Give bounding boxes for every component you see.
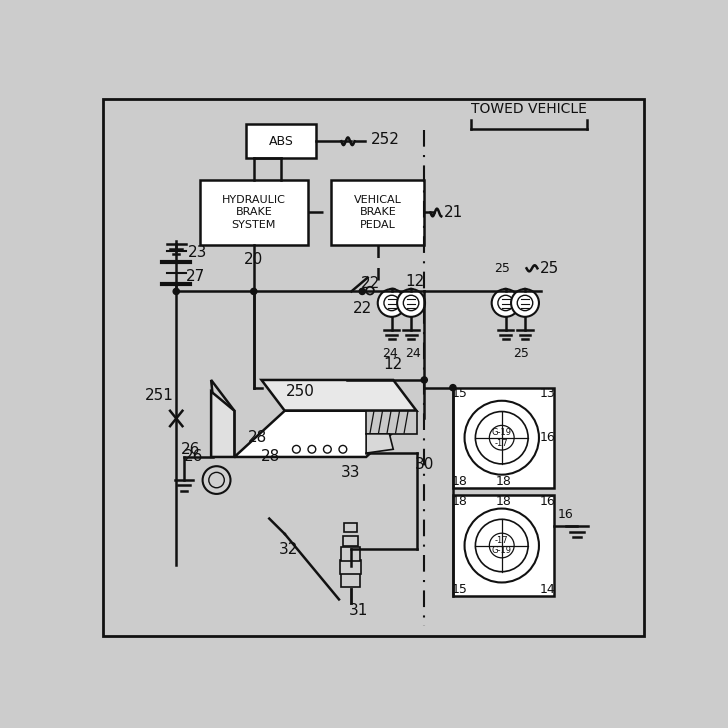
Text: 15: 15 — [451, 583, 467, 596]
Text: 25: 25 — [494, 262, 510, 274]
Bar — [341, 573, 360, 587]
Circle shape — [389, 288, 395, 295]
Text: 14: 14 — [539, 583, 555, 596]
Circle shape — [522, 288, 528, 295]
Circle shape — [464, 509, 539, 582]
Text: 31: 31 — [349, 604, 368, 619]
Circle shape — [397, 289, 425, 317]
Circle shape — [173, 288, 179, 295]
Text: ABS: ABS — [269, 135, 293, 148]
Text: 20: 20 — [244, 252, 264, 266]
Circle shape — [390, 288, 396, 295]
Circle shape — [464, 400, 539, 475]
Text: 32: 32 — [279, 542, 298, 557]
Text: 15: 15 — [451, 387, 467, 400]
Text: 23: 23 — [189, 245, 207, 261]
Text: 26: 26 — [183, 449, 203, 464]
Polygon shape — [211, 392, 234, 457]
Text: 251: 251 — [145, 388, 174, 403]
Text: TOWED VEHICLE: TOWED VEHICLE — [471, 102, 587, 116]
Bar — [341, 547, 360, 561]
Text: 18: 18 — [451, 495, 467, 508]
Text: 24: 24 — [405, 347, 421, 360]
Bar — [453, 496, 554, 596]
Circle shape — [408, 288, 414, 295]
Text: 27: 27 — [186, 269, 205, 283]
Polygon shape — [366, 434, 393, 453]
Text: 24: 24 — [382, 347, 398, 360]
Text: 28: 28 — [261, 449, 280, 464]
Circle shape — [339, 446, 347, 453]
Circle shape — [450, 384, 456, 391]
Text: 18: 18 — [495, 475, 511, 488]
Text: 28: 28 — [248, 430, 267, 446]
Polygon shape — [261, 380, 416, 411]
Text: VEHICAL
BRAKE
PEDAL: VEHICAL BRAKE PEDAL — [354, 195, 402, 230]
Bar — [246, 124, 316, 158]
Bar — [453, 388, 554, 488]
Circle shape — [202, 466, 231, 494]
Polygon shape — [234, 411, 416, 457]
Text: 22: 22 — [352, 301, 372, 316]
Text: 33: 33 — [341, 465, 360, 480]
Text: G-19: G-19 — [491, 547, 512, 555]
Text: 26: 26 — [181, 442, 200, 456]
Text: 18: 18 — [451, 475, 467, 488]
Circle shape — [250, 288, 257, 295]
Polygon shape — [366, 411, 416, 434]
Circle shape — [323, 446, 331, 453]
Text: 16: 16 — [539, 431, 555, 444]
Circle shape — [378, 289, 405, 317]
Text: 252: 252 — [371, 132, 400, 147]
Circle shape — [359, 288, 365, 295]
Bar — [199, 180, 308, 245]
Bar — [331, 180, 424, 245]
Text: -17: -17 — [495, 536, 509, 545]
Circle shape — [422, 377, 427, 383]
Bar — [343, 536, 358, 546]
Circle shape — [366, 287, 374, 295]
Text: 25: 25 — [540, 261, 559, 276]
Circle shape — [502, 288, 509, 295]
Polygon shape — [211, 380, 234, 457]
Text: 16: 16 — [558, 508, 573, 521]
Text: 12: 12 — [384, 357, 403, 372]
Text: 12: 12 — [405, 274, 424, 289]
Text: -17: -17 — [495, 438, 509, 448]
Text: G-19: G-19 — [491, 428, 512, 437]
Text: 250: 250 — [286, 384, 314, 399]
Text: 22: 22 — [360, 276, 379, 291]
Circle shape — [511, 289, 539, 317]
Circle shape — [491, 289, 520, 317]
Text: 21: 21 — [444, 205, 463, 220]
Text: 30: 30 — [414, 457, 434, 472]
Text: 13: 13 — [539, 387, 555, 400]
Text: HYDRAULIC
BRAKE
SYSTEM: HYDRAULIC BRAKE SYSTEM — [222, 195, 285, 230]
Bar — [340, 560, 362, 574]
Circle shape — [293, 446, 300, 453]
Text: 18: 18 — [495, 495, 511, 508]
Circle shape — [308, 446, 316, 453]
Bar — [344, 523, 357, 532]
Text: 16: 16 — [539, 495, 555, 508]
Text: 25: 25 — [513, 347, 529, 360]
